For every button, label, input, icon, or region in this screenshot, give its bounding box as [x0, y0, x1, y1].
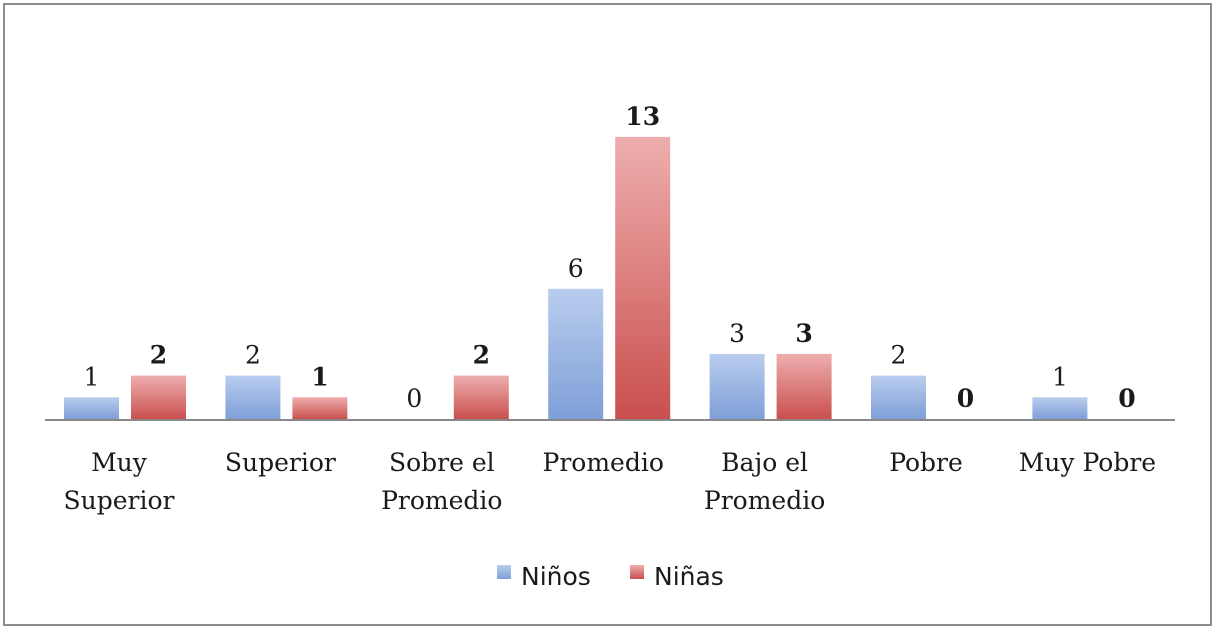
data-label-ninos-1: 2 [245, 341, 261, 370]
category-label-0-line0: Muy [91, 448, 148, 477]
bar-ninos-5 [871, 375, 926, 419]
bar-ninas-3 [615, 136, 671, 419]
legend-label-ninas: Niñas [654, 562, 724, 591]
data-label-ninas-2: 2 [473, 341, 490, 370]
category-label-0-line1: Superior [64, 486, 175, 515]
bar-ninas-0 [131, 375, 186, 419]
category-label-1: Superior [225, 448, 336, 477]
data-label-ninas-5: 0 [957, 384, 974, 413]
category-label-4-line0: Bajo el [721, 448, 808, 477]
category-labels: Muy Superior Superior Sobre el Promedio Prome… [64, 448, 1157, 515]
category-label-3: Promedio [543, 448, 664, 477]
bar-ninas-1 [292, 397, 348, 419]
data-label-ninos-6: 1 [1052, 362, 1068, 391]
legend-swatch-ninos [497, 565, 511, 579]
data-label-ninos-3: 6 [568, 254, 584, 283]
data-label-ninas-0: 2 [150, 341, 167, 370]
category-label-4-line1: Promedio [704, 486, 825, 515]
category-label-2-line0: Sobre el [389, 448, 495, 477]
legend-swatch-ninas [630, 565, 644, 579]
data-label-ninos-4: 3 [729, 319, 745, 348]
legend-label-ninos: Niños [521, 562, 591, 591]
bar-ninas-4 [776, 353, 832, 419]
bar-ninos-6 [1032, 397, 1088, 419]
bar-ninos-0 [64, 397, 119, 419]
bar-ninos-1 [225, 375, 281, 419]
data-label-ninos-0: 1 [84, 362, 100, 391]
legend: Niños Niñas [497, 562, 724, 591]
bar-ninas-2 [453, 375, 509, 419]
data-label-ninas-1: 1 [311, 362, 328, 391]
data-label-ninas-3: 13 [625, 102, 660, 131]
bar-ninos-3 [548, 288, 604, 419]
chart-frame [3, 3, 1212, 626]
category-label-2-line1: Promedio [381, 486, 502, 515]
data-label-ninas-6: 0 [1118, 384, 1135, 413]
data-label-ninos-5: 2 [891, 341, 907, 370]
bars-group: 1 2 0 6 3 2 1 2 1 2 13 3 0 0 [64, 102, 1136, 419]
category-label-6: Muy Pobre [1019, 448, 1156, 477]
data-label-ninas-4: 3 [795, 319, 812, 348]
category-label-5: Pobre [889, 448, 963, 477]
bar-ninos-4 [709, 353, 765, 419]
data-label-ninos-2: 0 [406, 384, 422, 413]
